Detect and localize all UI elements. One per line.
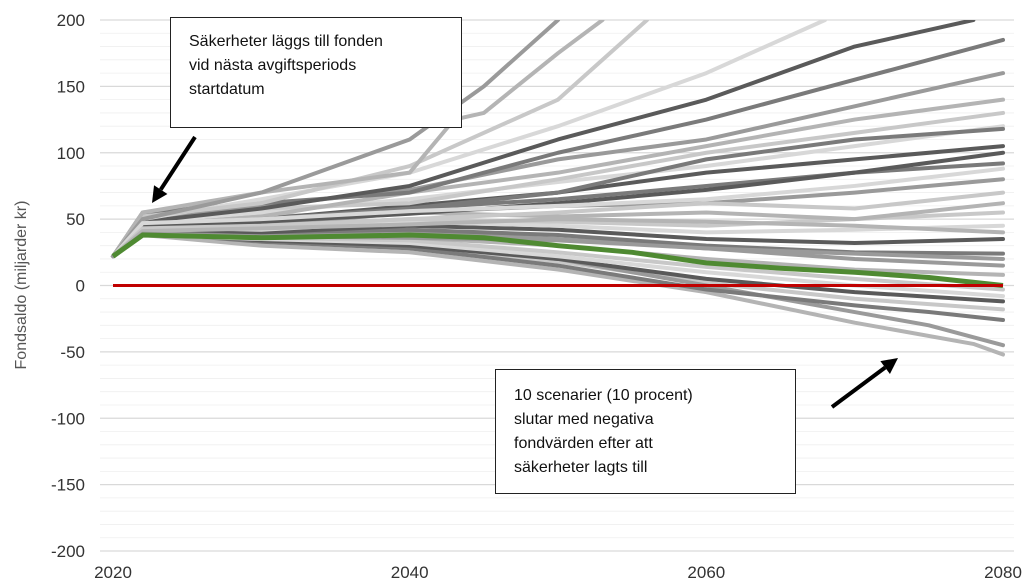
- x-tick-label: 2020: [94, 563, 132, 582]
- annotation-line: Säkerheter läggs till fonden: [189, 33, 383, 50]
- annotation-line: startdatum: [189, 81, 265, 98]
- scenario-line: [111, 217, 1005, 259]
- x-tick-label: 2080: [984, 563, 1022, 582]
- scenario-line: [111, 20, 560, 259]
- scenario-line: [111, 20, 605, 259]
- y-tick-label: 0: [76, 277, 85, 296]
- annotation-line: fondvärden efter att: [514, 435, 653, 452]
- scenario-line: [111, 20, 976, 259]
- scenario-line: [111, 166, 1005, 259]
- y-axis-title: Fondsaldo (miljarder kr): [13, 201, 30, 370]
- annotation-arrows: [152, 135, 898, 409]
- annotation-callout-bottom: 10 scenarier (10 procent) slutar med neg…: [495, 369, 796, 494]
- y-tick-labels: 200 150 100 50 0 -50 -100 -150 -200: [51, 11, 85, 561]
- x-tick-label: 2060: [687, 563, 725, 582]
- y-tick-label: 100: [57, 144, 85, 163]
- highlighted-scenario-line: [111, 232, 1004, 288]
- series-layer: [111, 20, 1005, 357]
- y-tick-label: 200: [57, 11, 85, 30]
- annotation-line: 10 scenarier (10 procent): [514, 387, 693, 404]
- y-tick-label: -200: [51, 542, 85, 561]
- y-tick-label: 150: [57, 77, 85, 96]
- annotation-callout-top: Säkerheter läggs till fonden vid nästa a…: [170, 17, 462, 128]
- arrow-to-collateral-start: [152, 135, 197, 203]
- annotation-line: säkerheter lagts till: [514, 459, 648, 476]
- y-tick-label: -50: [60, 343, 85, 362]
- x-tick-label: 2040: [391, 563, 429, 582]
- y-tick-label: -100: [51, 409, 85, 428]
- annotation-line: slutar med negativa: [514, 411, 654, 428]
- scenario-line: [111, 190, 1005, 259]
- y-tick-label: 50: [66, 210, 85, 229]
- arrow-to-negative-scenarios: [830, 358, 898, 409]
- y-tick-label: -150: [51, 476, 85, 495]
- annotation-line: vid nästa avgiftsperiods: [189, 57, 357, 74]
- scenario-line: [111, 233, 1005, 357]
- x-tick-labels: 2020 2040 2060 2080: [94, 563, 1022, 582]
